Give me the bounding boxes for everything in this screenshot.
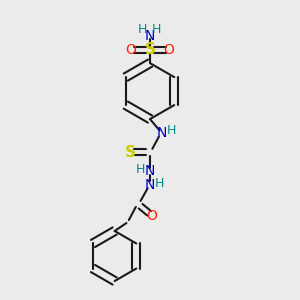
Text: H: H (155, 177, 164, 190)
Text: H: H (167, 124, 176, 137)
Text: O: O (146, 209, 157, 223)
Text: O: O (164, 43, 175, 57)
Text: N: N (145, 178, 155, 192)
Text: S: S (145, 42, 155, 57)
Text: H: H (138, 23, 147, 36)
Text: O: O (125, 43, 136, 57)
Text: N: N (145, 164, 155, 178)
Text: H: H (136, 163, 145, 176)
Text: N: N (157, 126, 167, 140)
Text: H: H (152, 23, 161, 36)
Text: S: S (125, 145, 136, 160)
Text: N: N (145, 29, 155, 43)
